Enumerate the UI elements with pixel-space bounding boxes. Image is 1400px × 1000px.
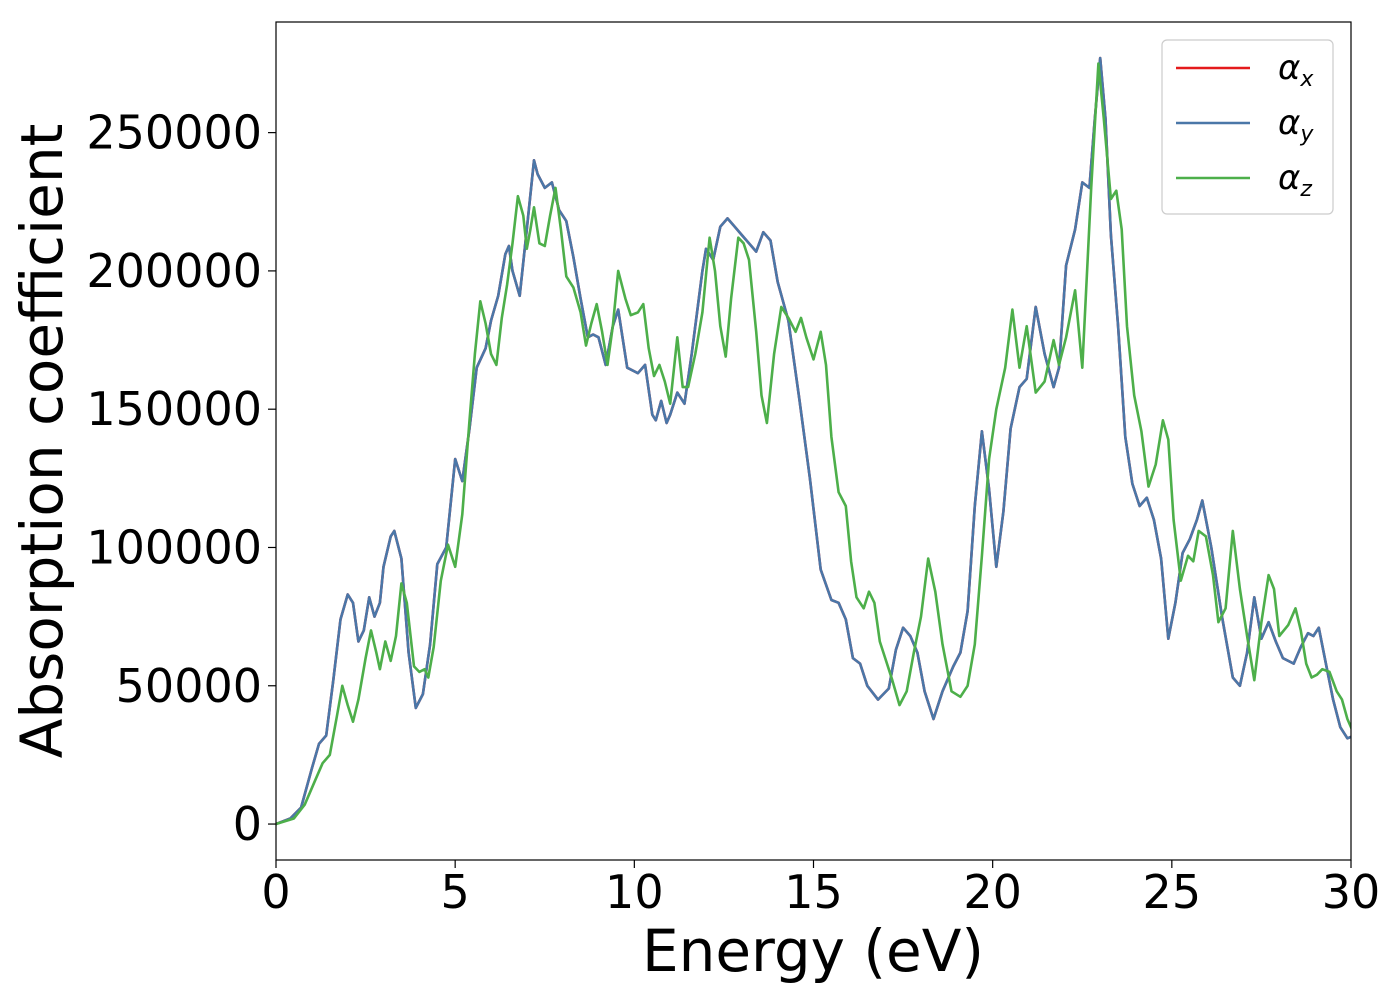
legend-subscript: x xyxy=(1299,67,1314,92)
legend-label-y: αy xyxy=(1278,103,1314,147)
y-axis: 0 50000 100000 150000 200000 250000 xyxy=(86,106,276,851)
x-tick-label: 30 xyxy=(1322,865,1381,919)
series-line-y xyxy=(276,56,1351,826)
y-axis-title: Absorption coefficient xyxy=(8,124,76,759)
y-tick-label: 200000 xyxy=(86,244,262,298)
x-tick-label: 10 xyxy=(605,865,664,919)
legend-subscript: z xyxy=(1299,177,1312,202)
legend-label-x: αx xyxy=(1278,48,1314,92)
legend-subscript: y xyxy=(1299,122,1314,147)
y-tick-label: 250000 xyxy=(86,106,262,160)
x-tick-label: 0 xyxy=(261,865,290,919)
x-axis-title: Energy (eV) xyxy=(642,917,984,985)
y-tick-label: 50000 xyxy=(116,659,262,713)
x-axis: 0 5 10 15 20 25 30 xyxy=(261,860,1380,919)
x-tick-label: 15 xyxy=(784,865,843,919)
y-tick-label: 100000 xyxy=(86,520,262,574)
y-tick-label: 0 xyxy=(233,797,262,851)
y-tick-label: 150000 xyxy=(86,382,262,436)
legend-symbol: α xyxy=(1278,158,1300,198)
x-tick-label: 20 xyxy=(963,865,1022,919)
x-tick-label: 25 xyxy=(1143,865,1202,919)
legend-label-z: αz xyxy=(1278,158,1312,202)
series-line-z xyxy=(276,62,1351,826)
legend-box xyxy=(1161,39,1334,215)
x-tick-label: 5 xyxy=(441,865,470,919)
series-layer xyxy=(276,56,1351,826)
legend-symbol: α xyxy=(1278,103,1300,143)
legend-symbol: α xyxy=(1278,48,1300,88)
